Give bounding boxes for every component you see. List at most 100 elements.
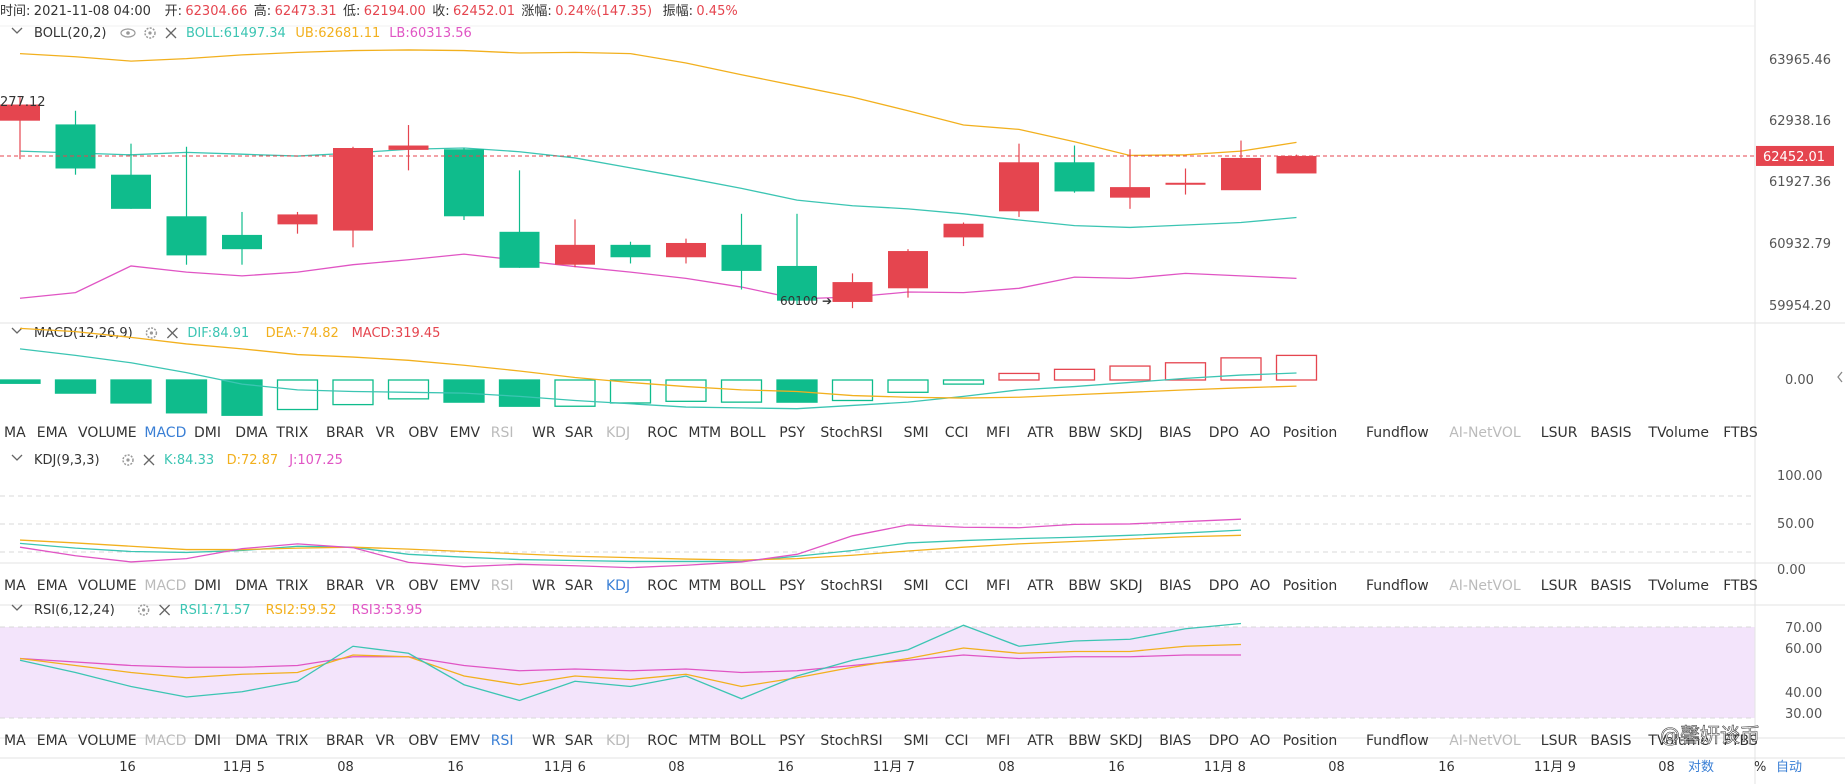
indicator-tab-ma[interactable]: MA [4,425,26,441]
indicator-tab-psy[interactable]: PSY [779,425,805,441]
indicator-tab-rsi[interactable]: RSI [491,425,514,441]
indicator-tab-psy[interactable]: PSY [779,733,805,749]
indicator-tab-bbw[interactable]: BBW [1068,425,1101,441]
chevron-down-icon[interactable] [11,454,23,461]
indicator-tab-tvolume[interactable]: TVolume [1647,578,1709,594]
indicator-tab-smi[interactable]: SMI [904,578,929,594]
log-toggle[interactable]: 对数 [1688,760,1714,775]
indicator-tab-kdj[interactable]: KDJ [606,425,630,441]
indicator-tab-position[interactable]: Position [1283,733,1338,749]
indicator-tab-dpo[interactable]: DPO [1209,425,1239,441]
gear-icon[interactable] [122,454,134,466]
indicator-tab-boll[interactable]: BOLL [730,578,766,594]
indicator-tab-trix[interactable]: TRIX [275,425,308,441]
indicator-tab-macd[interactable]: MACD [144,425,186,441]
indicator-tab-boll[interactable]: BOLL [730,425,766,441]
indicator-tab-mfi[interactable]: MFI [986,425,1010,441]
indicator-tab-brar[interactable]: BRAR [326,733,364,749]
indicator-tab-kdj[interactable]: KDJ [606,578,630,594]
indicator-tab-vr[interactable]: VR [376,733,396,749]
indicator-tab-trix[interactable]: TRIX [275,733,308,749]
indicator-tab-rsi[interactable]: RSI [491,733,514,749]
indicator-tab-ftbs[interactable]: FTBS [1723,578,1758,594]
indicator-tab-ma[interactable]: MA [4,578,26,594]
indicator-tab-kdj[interactable]: KDJ [606,733,630,749]
indicator-tab-basis[interactable]: BASIS [1590,425,1631,441]
indicator-tab-emv[interactable]: EMV [450,578,481,594]
indicator-tab-ema[interactable]: EMA [37,578,68,594]
indicator-tab-brar[interactable]: BRAR [326,578,364,594]
indicator-tab-mfi[interactable]: MFI [986,733,1010,749]
indicator-tab-dmi[interactable]: DMI [194,578,221,594]
indicator-tab-trix[interactable]: TRIX [275,578,308,594]
indicator-tab-mtm[interactable]: MTM [688,578,721,594]
indicator-tab-sar[interactable]: SAR [565,578,594,594]
indicator-tab-ai-netvol[interactable]: AI-NetVOL [1449,733,1521,749]
indicator-tab-mtm[interactable]: MTM [688,425,721,441]
indicator-tab-sar[interactable]: SAR [565,425,594,441]
close-icon[interactable] [166,327,178,339]
chevron-down-icon[interactable] [11,604,23,611]
indicator-tab-macd[interactable]: MACD [144,733,186,749]
indicator-tab-macd[interactable]: MACD [144,578,186,594]
indicator-tab-dmi[interactable]: DMI [194,425,221,441]
indicator-tab-rsi[interactable]: RSI [491,578,514,594]
indicator-tab-fundflow[interactable]: Fundflow [1366,578,1429,594]
indicator-tab-brar[interactable]: BRAR [326,425,364,441]
indicator-tab-obv[interactable]: OBV [408,425,438,441]
indicator-tab-obv[interactable]: OBV [408,733,438,749]
indicator-tab-vr[interactable]: VR [376,578,396,594]
indicator-tab-basis[interactable]: BASIS [1590,733,1631,749]
indicator-tab-roc[interactable]: ROC [647,733,678,749]
chevron-down-icon[interactable] [11,327,23,334]
indicator-tab-stochrsi[interactable]: StochRSI [820,578,882,594]
eye-icon[interactable] [120,28,136,38]
indicator-tab-wr[interactable]: WR [532,733,556,749]
percent-toggle[interactable]: % [1754,760,1766,775]
indicator-tab-ai-netvol[interactable]: AI-NetVOL [1449,578,1521,594]
indicator-tab-ema[interactable]: EMA [37,425,68,441]
indicator-tab-stochrsi[interactable]: StochRSI [820,733,882,749]
indicator-tab-bbw[interactable]: BBW [1068,733,1101,749]
indicator-tab-obv[interactable]: OBV [408,578,438,594]
close-icon[interactable] [165,27,177,39]
indicator-tab-dma[interactable]: DMA [235,425,268,441]
indicator-tab-smi[interactable]: SMI [904,425,929,441]
indicator-tab-bias[interactable]: BIAS [1159,425,1191,441]
gear-icon[interactable] [144,27,156,39]
indicator-tab-ao[interactable]: AO [1250,733,1270,749]
gear-icon[interactable] [137,604,150,616]
indicator-tab-psy[interactable]: PSY [779,578,805,594]
auto-toggle[interactable]: 自动 [1776,760,1802,775]
indicator-tab-roc[interactable]: ROC [647,425,678,441]
indicator-tab-ao[interactable]: AO [1250,578,1270,594]
indicator-tab-tvolume[interactable]: TVolume [1647,425,1709,441]
indicator-tab-atr[interactable]: ATR [1027,425,1054,441]
indicator-tab-ai-netvol[interactable]: AI-NetVOL [1449,425,1521,441]
indicator-tab-sar[interactable]: SAR [565,733,594,749]
indicator-tab-cci[interactable]: CCI [945,733,969,749]
indicator-tab-ftbs[interactable]: FTBS [1723,425,1758,441]
indicator-tab-dmi[interactable]: DMI [194,733,221,749]
indicator-tab-bias[interactable]: BIAS [1159,578,1191,594]
indicator-tab-fundflow[interactable]: Fundflow [1366,425,1429,441]
indicator-tab-wr[interactable]: WR [532,425,556,441]
gear-icon[interactable] [145,327,158,339]
indicator-tab-cci[interactable]: CCI [945,578,969,594]
close-icon[interactable] [143,454,155,466]
indicator-tab-volume[interactable]: VOLUME [78,578,137,594]
indicator-tab-skdj[interactable]: SKDJ [1110,425,1143,441]
indicator-tab-dpo[interactable]: DPO [1209,733,1239,749]
chevron-down-icon[interactable] [11,27,23,34]
indicator-tab-roc[interactable]: ROC [647,578,678,594]
indicator-tab-ema[interactable]: EMA [37,733,68,749]
indicator-tab-tvolume[interactable]: TVolume [1647,733,1709,749]
indicator-tab-dpo[interactable]: DPO [1209,578,1239,594]
indicator-tab-atr[interactable]: ATR [1027,733,1054,749]
indicator-tab-volume[interactable]: VOLUME [78,733,137,749]
indicator-tab-bbw[interactable]: BBW [1068,578,1101,594]
indicator-tab-cci[interactable]: CCI [945,425,969,441]
indicator-tab-skdj[interactable]: SKDJ [1110,578,1143,594]
chevron-left-icon[interactable] [1837,371,1843,383]
